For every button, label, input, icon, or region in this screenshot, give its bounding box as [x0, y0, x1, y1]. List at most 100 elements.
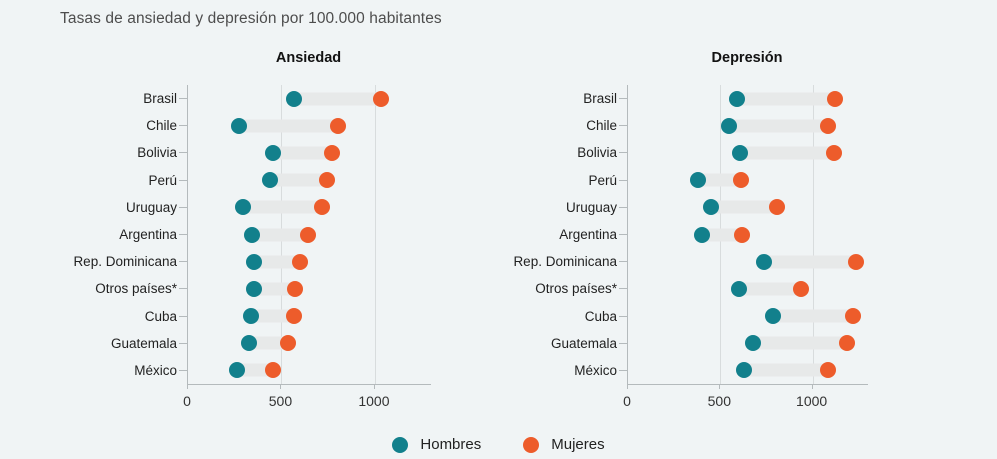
- hombres-dot: [693, 226, 710, 243]
- x-axis-tick-label-500: 500: [268, 393, 293, 409]
- mujeres-dot: [292, 253, 309, 270]
- chart-row-per: Perú: [450, 167, 867, 194]
- x-axis-tick-500: [719, 384, 721, 389]
- y-axis-tick: [617, 85, 627, 112]
- dumbbell-bar: [244, 228, 316, 242]
- y-axis-tick: [177, 221, 187, 248]
- legend-label-hombres: Hombres: [420, 436, 482, 453]
- chart-row-per: Perú: [10, 167, 430, 194]
- category-label-uruguay: Uruguay: [565, 199, 617, 215]
- chart-row-guatemala: Guatemala: [10, 330, 430, 357]
- chart-row-rep-dominicana: Rep. Dominicana: [10, 248, 430, 275]
- x-axis-tick-label-500: 500: [707, 393, 731, 409]
- category-label-m-xico: México: [574, 362, 617, 378]
- y-axis-tick: [617, 248, 627, 275]
- chart-row-brasil: Brasil: [10, 85, 430, 112]
- dumbbell-track-per: [187, 167, 430, 194]
- dumbbell-track-brasil: [627, 85, 867, 112]
- mujeres-dot: [847, 253, 864, 270]
- y-axis-tick: [177, 85, 187, 112]
- hombres-dot: [246, 253, 263, 270]
- y-axis-tick: [617, 303, 627, 330]
- chart-row-m-xico: México: [450, 357, 867, 384]
- x-axis-tick-0: [187, 384, 188, 389]
- dumbbell-bar: [731, 146, 842, 160]
- legend: Hombres Mujeres: [0, 436, 997, 453]
- dumbbell-bar: [231, 119, 347, 133]
- gridline-1000: [812, 85, 814, 384]
- dumbbell-bar: [730, 282, 810, 296]
- mujeres-dot: [845, 308, 862, 325]
- anxiety-x-axis: 0 500 1000: [183, 384, 430, 416]
- chart-row-bolivia: Bolivia: [450, 139, 867, 166]
- hombres-dot: [244, 226, 261, 243]
- category-label-chile: Chile: [146, 118, 177, 134]
- hombres-dot: [242, 308, 259, 325]
- dumbbell-bar: [285, 92, 390, 106]
- hombres-dot: [246, 280, 263, 297]
- mujeres-dot: [825, 144, 842, 161]
- dumbbell-bar: [703, 200, 785, 214]
- legend-label-mujeres: Mujeres: [551, 436, 605, 453]
- chart-row-uruguay: Uruguay: [450, 194, 867, 221]
- category-label-argentina: Argentina: [559, 227, 617, 243]
- depression-chart-rows: Brasil Chile Bolivia Perú Uruguay Argentina Re…: [450, 85, 867, 384]
- category-label-per: Perú: [588, 172, 617, 188]
- category-label-per: Perú: [148, 172, 177, 188]
- y-axis-tick: [617, 112, 627, 139]
- mujeres-dot: [373, 90, 390, 107]
- category-label-argentina: Argentina: [119, 227, 177, 243]
- category-label-cuba: Cuba: [144, 308, 177, 324]
- chart-row-brasil: Brasil: [450, 85, 867, 112]
- hombres-dot: [764, 308, 781, 325]
- mujeres-dot: [264, 362, 281, 379]
- mujeres-dot: [793, 280, 810, 297]
- hombres-dot: [262, 172, 279, 189]
- dumbbell-bar: [755, 255, 864, 269]
- hombres-dot: [755, 253, 772, 270]
- mujeres-dot: [319, 172, 336, 189]
- x-axis-tick-1000: [811, 384, 813, 389]
- y-axis-tick: [617, 357, 627, 384]
- dumbbell-bar: [235, 200, 330, 214]
- y-axis-tick: [617, 330, 627, 357]
- y-axis-tick: [177, 112, 187, 139]
- chart-row-otros-pa-ses: Otros países*: [450, 275, 867, 302]
- y-axis-tick: [617, 221, 627, 248]
- dumbbell-bar: [262, 173, 336, 187]
- legend-item-mujeres: Mujeres: [523, 436, 605, 453]
- hombres-dot: [231, 117, 248, 134]
- gridline-1000: [374, 85, 376, 384]
- category-label-guatemala: Guatemala: [110, 335, 177, 351]
- x-axis-tick-1000: [373, 384, 375, 389]
- y-axis-tick: [177, 330, 187, 357]
- hombres-dot: [703, 199, 719, 216]
- hombres-dot: [745, 335, 762, 352]
- y-axis-tick: [177, 139, 187, 166]
- dumbbell-track-rep-dominicana: [627, 248, 867, 275]
- hombres-dot: [730, 280, 747, 297]
- hombres-dot: [721, 117, 738, 134]
- x-axis-tick-label-0: 0: [623, 393, 631, 409]
- depression-x-axis: 0 500 1000: [623, 384, 867, 416]
- y-axis-tick: [177, 248, 187, 275]
- legend-item-hombres: Hombres: [392, 436, 481, 453]
- dumbbell-track-cuba: [627, 303, 867, 330]
- dumbbell-track-uruguay: [627, 194, 867, 221]
- y-axis-tick: [177, 167, 187, 194]
- dumbbell-bar: [745, 336, 855, 350]
- mujeres-dot: [820, 117, 837, 134]
- dumbbell-track-argentina: [627, 221, 867, 248]
- category-label-otros-pa-ses: Otros países*: [535, 281, 617, 297]
- dumbbell-track-chile: [627, 112, 867, 139]
- category-label-chile: Chile: [586, 118, 617, 134]
- y-axis-tick: [617, 194, 627, 221]
- dumbbell-track-chile: [187, 112, 430, 139]
- dumbbell-track-per: [627, 167, 867, 194]
- chart-row-otros-pa-ses: Otros países*: [10, 275, 430, 302]
- mujeres-dot: [287, 280, 304, 297]
- category-label-rep-dominicana: Rep. Dominicana: [73, 254, 177, 270]
- y-axis-tick: [177, 194, 187, 221]
- mujeres-dot: [299, 226, 316, 243]
- chart-row-cuba: Cuba: [450, 303, 867, 330]
